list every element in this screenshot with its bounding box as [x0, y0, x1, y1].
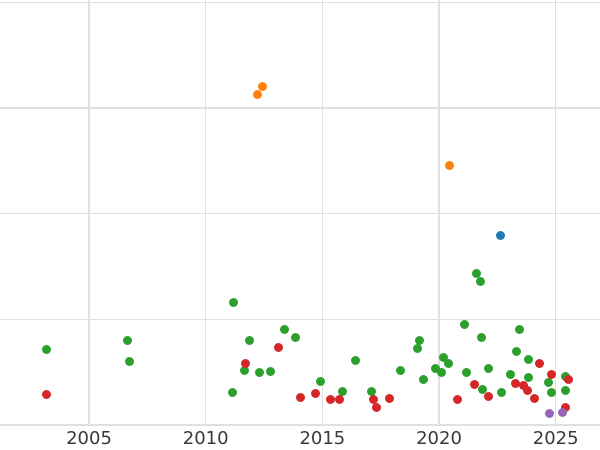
green-data-point: [514, 325, 524, 335]
y-gridline: [0, 1, 600, 4]
green-data-point: [506, 369, 516, 379]
green-data-point: [240, 365, 250, 375]
red-data-point: [384, 394, 394, 404]
red-data-point: [453, 395, 463, 405]
red-data-point: [241, 359, 251, 369]
green-data-point: [124, 357, 134, 367]
green-data-point: [544, 378, 554, 388]
red-data-point: [518, 381, 528, 391]
red-data-point: [311, 388, 321, 398]
green-data-point: [351, 356, 361, 366]
green-data-point: [279, 325, 289, 335]
green-data-point: [497, 387, 507, 397]
x-tick-label: 2025: [532, 428, 579, 449]
red-data-point: [369, 395, 379, 405]
green-data-point: [478, 384, 488, 394]
green-data-point: [316, 377, 326, 387]
green-data-point: [436, 367, 446, 377]
red-data-point: [529, 394, 539, 404]
red-data-point: [510, 379, 520, 389]
green-data-point: [460, 320, 470, 330]
red-data-point: [523, 385, 533, 395]
x-tick-label: 2020: [416, 428, 462, 449]
purple-data-point: [557, 407, 567, 417]
red-data-point: [564, 375, 574, 385]
green-data-point: [462, 367, 472, 377]
blue-data-point: [495, 231, 505, 241]
red-data-point: [561, 402, 571, 412]
red-data-point: [326, 395, 336, 405]
red-data-point: [547, 369, 557, 379]
green-data-point: [266, 366, 276, 376]
green-data-point: [228, 297, 238, 307]
green-data-point: [42, 345, 52, 355]
x-tick-label: 2005: [66, 428, 112, 449]
red-data-point: [41, 389, 51, 399]
y-gridline: [0, 107, 600, 109]
green-data-point: [430, 364, 440, 374]
x-gridline: [88, 0, 90, 425]
y-gridline: [0, 318, 600, 321]
green-data-point: [255, 367, 265, 377]
green-data-point: [472, 269, 482, 279]
orange-data-point: [252, 89, 262, 99]
green-data-point: [367, 386, 377, 396]
green-data-point: [439, 352, 449, 362]
green-data-point: [443, 359, 453, 369]
green-data-point: [483, 364, 493, 374]
green-data-point: [523, 354, 533, 364]
green-data-point: [547, 387, 557, 397]
green-data-point: [561, 385, 571, 395]
x-gridline: [204, 0, 207, 425]
red-data-point: [484, 391, 494, 401]
green-data-point: [290, 332, 300, 342]
red-data-point: [371, 402, 381, 412]
green-data-point: [227, 387, 237, 397]
purple-data-point: [545, 408, 555, 418]
red-data-point: [534, 359, 544, 369]
y-gridline: [0, 212, 600, 215]
orange-data-point: [257, 82, 267, 92]
x-gridline: [554, 0, 557, 425]
green-data-point: [523, 372, 533, 382]
green-data-point: [476, 332, 486, 342]
green-data-point: [512, 346, 522, 356]
green-data-point: [244, 335, 254, 345]
green-data-point: [396, 365, 406, 375]
green-data-point: [476, 276, 486, 286]
x-tick-label: 2010: [182, 428, 229, 449]
green-data-point: [412, 344, 422, 354]
green-data-point: [338, 386, 348, 396]
x-gridline: [438, 0, 440, 425]
x-gridline: [321, 0, 324, 425]
green-data-point: [414, 335, 424, 345]
green-data-point: [123, 335, 133, 345]
x-tick-label: 2015: [299, 428, 346, 449]
red-data-point: [469, 380, 479, 390]
green-data-point: [418, 375, 428, 385]
red-data-point: [295, 393, 305, 403]
red-data-point: [334, 395, 344, 405]
red-data-point: [274, 343, 284, 353]
orange-data-point: [445, 160, 455, 170]
y-gridline: [0, 424, 600, 426]
